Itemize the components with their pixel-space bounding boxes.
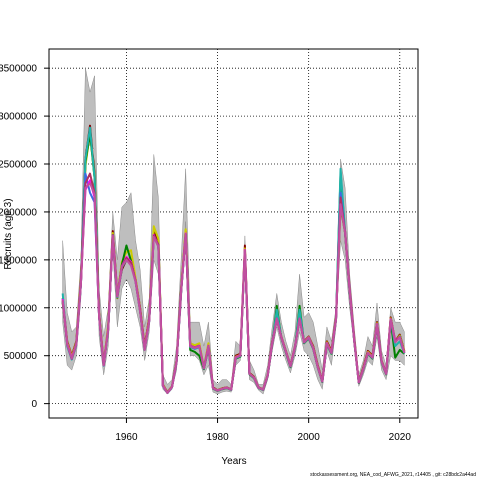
series-line-6 xyxy=(61,172,406,394)
confidence-band-area xyxy=(62,68,405,395)
x-tick-label-1960: 1960 xyxy=(115,432,138,443)
plot-frame xyxy=(48,48,419,419)
y-axis: 0 500000 1000000 1500000 2000000 2500000 30000… xyxy=(0,64,49,410)
y-tick-label-3500000: 3500000 xyxy=(0,64,37,75)
x-tick-label-2000: 2000 xyxy=(298,432,321,443)
y-tick-label-3000000: 3000000 xyxy=(0,112,37,123)
y-tick-label-1000000: 1000000 xyxy=(0,303,37,314)
x-tick-label-1980: 1980 xyxy=(206,432,229,443)
y-tick-label-2000000: 2000000 xyxy=(0,207,37,218)
footnote: stockassessment.org, NEA_cod_AFWG_2021, … xyxy=(310,472,476,478)
y-tick-label-2500000: 2500000 xyxy=(0,160,37,171)
y-tick-label-500000: 500000 xyxy=(4,351,38,362)
y-axis-title: Recruits (age 3) xyxy=(3,198,14,269)
series-line-8 xyxy=(61,172,406,394)
x-axis: 1960 1980 2000 2020 xyxy=(115,418,411,443)
y-tick-label-1500000: 1500000 xyxy=(0,255,37,266)
series-line-9 xyxy=(61,182,406,394)
x-axis-title: Years xyxy=(221,456,246,467)
confidence-band xyxy=(62,68,405,395)
y-tick-label-0: 0 xyxy=(31,399,37,410)
x-tick-label-2020: 2020 xyxy=(389,432,412,443)
series-lines xyxy=(61,124,406,395)
